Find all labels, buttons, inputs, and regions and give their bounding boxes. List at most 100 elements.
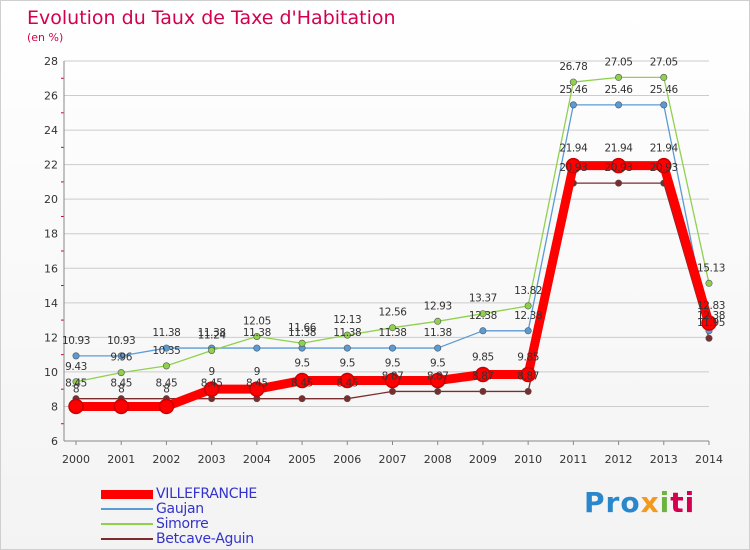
data-label: 9.5 <box>340 358 356 370</box>
data-point <box>294 372 310 389</box>
data-label: 10.35 <box>152 345 180 357</box>
data-point <box>615 179 623 187</box>
legend-item-gaujan: Gaujan <box>101 501 321 517</box>
data-point <box>479 310 487 318</box>
data-point <box>610 157 627 174</box>
data-label: 8 <box>73 383 79 395</box>
data-label: 8.87 <box>517 370 539 382</box>
data-label: 21.94 <box>605 143 634 155</box>
x-tick-label: 2013 <box>650 453 678 466</box>
x-tick-label: 2002 <box>152 453 180 466</box>
data-point <box>343 331 351 339</box>
data-label: 12.56 <box>378 307 407 319</box>
data-point <box>253 344 261 352</box>
legend: VILLEFRANCHE Gaujan Simorre Betcave-Aguin <box>101 486 321 547</box>
x-tick-label: 2005 <box>288 453 316 466</box>
data-point <box>208 346 216 354</box>
legend-item-simorre: Simorre <box>101 516 321 532</box>
data-label: 8.45 <box>156 378 178 390</box>
data-point <box>479 327 487 335</box>
legend-swatch <box>101 523 153 525</box>
data-point <box>253 332 261 340</box>
legend-label: VILLEFRANCHE <box>156 486 257 502</box>
data-point <box>343 344 351 352</box>
data-label: 9 <box>209 366 215 378</box>
data-label: 27.05 <box>650 56 678 68</box>
x-tick-label: 2012 <box>605 453 633 466</box>
proxiti-logo: Proxiti <box>584 486 695 519</box>
legend-swatch <box>101 538 153 540</box>
data-label: 11.38 <box>152 327 180 339</box>
data-label: 8 <box>163 383 169 395</box>
data-point <box>656 157 672 174</box>
data-label: 25.46 <box>559 84 588 96</box>
data-point <box>434 387 442 395</box>
x-tick-label: 2004 <box>243 453 271 466</box>
legend-item-villefranche: VILLEFRANCHE <box>101 486 321 502</box>
data-point <box>162 344 170 352</box>
data-point <box>479 387 487 395</box>
data-point <box>524 327 532 335</box>
data-label: 8.45 <box>246 378 268 390</box>
data-label: 11.38 <box>198 327 226 339</box>
x-tick-label: 2006 <box>333 453 361 466</box>
y-tick-label: 10 <box>44 366 58 379</box>
data-point <box>249 381 265 397</box>
y-tick-label: 16 <box>44 262 58 275</box>
legend-swatch <box>101 489 153 499</box>
y-tick-label: 24 <box>44 124 58 137</box>
data-point <box>615 73 623 81</box>
legend-item-betcave-aguin: Betcave-Aguin <box>101 531 321 547</box>
x-tick-label: 2008 <box>424 453 452 466</box>
x-tick-label: 2007 <box>379 453 407 466</box>
data-label: 9.5 <box>294 358 310 370</box>
data-label: 12.38 <box>697 310 725 322</box>
data-point <box>701 315 717 331</box>
data-point <box>117 352 125 360</box>
data-point <box>298 395 306 403</box>
data-point <box>569 78 577 86</box>
data-label: 9 <box>254 366 260 378</box>
data-label: 8.45 <box>201 378 223 390</box>
data-point <box>388 387 396 395</box>
data-label: 8.45 <box>336 378 358 390</box>
data-label: 15.13 <box>697 262 725 274</box>
data-label: 12.93 <box>424 300 452 312</box>
data-point <box>388 324 396 332</box>
data-point <box>565 157 582 174</box>
data-label: 8.45 <box>291 378 313 390</box>
data-point <box>524 387 532 395</box>
data-label: 8.45 <box>110 378 132 390</box>
y-tick-label: 28 <box>44 55 58 68</box>
data-point <box>434 317 442 325</box>
axes: 6 8 10 12 14 16 18 20 22 24 26 28 2000 2001 2002 2003 20… <box>44 55 723 466</box>
data-label: 21.94 <box>650 143 679 155</box>
data-label: 20.93 <box>605 162 633 174</box>
data-label: 11.66 <box>288 322 317 334</box>
y-tick-label: 22 <box>44 159 58 172</box>
data-point <box>72 378 80 386</box>
data-point <box>203 381 220 397</box>
data-point <box>429 372 446 389</box>
data-point <box>117 369 125 377</box>
data-point <box>660 73 668 81</box>
y-tick-label: 12 <box>44 331 58 344</box>
x-tick-label: 2001 <box>107 453 135 466</box>
y-tick-label: 14 <box>44 297 58 310</box>
logo-part-2: x <box>640 486 660 519</box>
data-point <box>524 302 532 310</box>
x-tick-label: 2003 <box>198 453 226 466</box>
y-tick-label: 8 <box>51 400 58 413</box>
data-label: 9.85 <box>517 352 539 364</box>
data-point <box>68 398 84 415</box>
data-label: 9.5 <box>430 358 446 370</box>
data-label: 12.38 <box>514 310 542 322</box>
data-label: 9.5 <box>385 358 401 370</box>
data-label: 8.87 <box>427 370 449 382</box>
x-tick-label: 2014 <box>695 453 723 466</box>
logo-part-3: i <box>659 486 671 519</box>
y-tick-label: 26 <box>44 90 58 103</box>
data-label: 8.45 <box>65 378 87 390</box>
